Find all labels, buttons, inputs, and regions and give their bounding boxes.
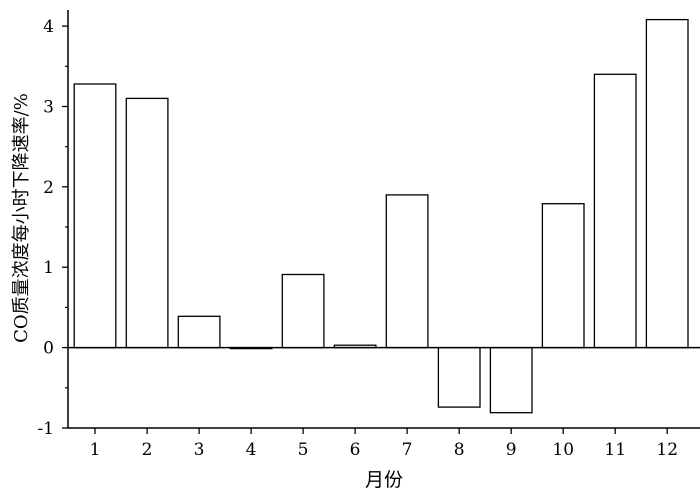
y-tick-label: 3: [43, 98, 54, 118]
bar-month-11: [593, 73, 637, 349]
x-tick-label: 2: [142, 440, 153, 460]
bar-month-8: [437, 346, 481, 408]
x-tick-label: 3: [194, 440, 205, 460]
x-tick-label: 12: [656, 440, 678, 460]
axes: [62, 10, 700, 434]
x-tick-label: 1: [90, 440, 101, 460]
x-tick-label: 7: [402, 440, 413, 460]
y-tick-label: 2: [43, 178, 54, 198]
x-tick-label: 8: [454, 440, 465, 460]
bar-month-7: [385, 194, 429, 349]
bar-month-2: [125, 97, 169, 349]
x-axis-title: 月份: [365, 469, 403, 491]
bar-month-9: [489, 346, 533, 414]
x-tick-label: 11: [604, 440, 626, 460]
bar-month-1: [73, 83, 117, 349]
y-tick-label: 1: [43, 258, 54, 278]
bars: [73, 18, 689, 414]
x-tick-label: 10: [552, 440, 574, 460]
x-tick-label: 4: [246, 440, 257, 460]
bar-month-3: [177, 315, 221, 349]
x-tick-label: 5: [298, 440, 309, 460]
y-tick-label: 4: [43, 17, 54, 37]
y-axis-title: CO质量浓度每小时下降速率/%: [11, 93, 32, 343]
bar-month-10: [541, 203, 585, 349]
bar-month-12: [645, 18, 689, 349]
x-tick-label: 9: [506, 440, 517, 460]
x-tick-label: 6: [350, 440, 361, 460]
y-tick-label: 0: [43, 339, 54, 359]
bar-month-5: [281, 273, 325, 349]
y-tick-label: -1: [37, 419, 54, 439]
